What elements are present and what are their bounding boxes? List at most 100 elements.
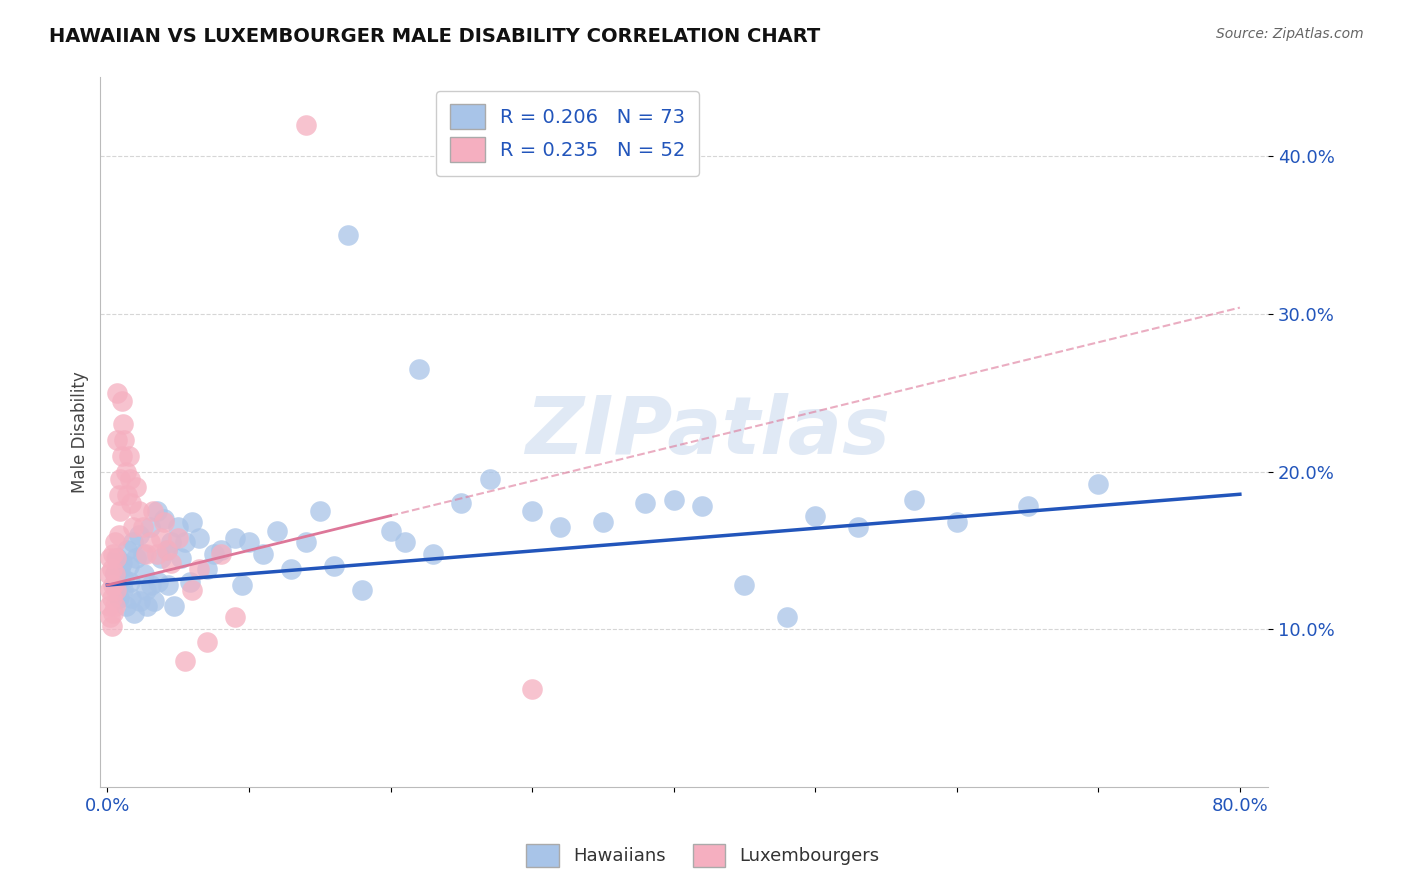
Point xyxy=(634,496,657,510)
Point xyxy=(104,582,127,597)
Point xyxy=(846,519,869,533)
Point xyxy=(143,594,166,608)
Legend: Hawaiians, Luxembourgers: Hawaiians, Luxembourgers xyxy=(519,837,887,874)
Point xyxy=(592,515,614,529)
Point xyxy=(125,551,148,566)
Point xyxy=(98,609,121,624)
Point xyxy=(337,228,360,243)
Point xyxy=(146,504,169,518)
Point xyxy=(128,504,150,518)
Point xyxy=(124,607,146,621)
Point xyxy=(662,492,685,507)
Point xyxy=(111,417,134,432)
Point xyxy=(107,488,129,502)
Point xyxy=(394,535,416,549)
Point xyxy=(117,488,139,502)
Point xyxy=(120,574,142,589)
Point xyxy=(202,547,225,561)
Point xyxy=(294,118,316,132)
Point xyxy=(181,515,204,529)
Point xyxy=(308,504,330,518)
Point xyxy=(128,527,150,541)
Point xyxy=(352,582,374,597)
Text: ZIPatlas: ZIPatlas xyxy=(524,393,890,471)
Point xyxy=(135,582,157,597)
Point xyxy=(478,472,501,486)
Point xyxy=(188,562,211,576)
Point xyxy=(231,578,253,592)
Point xyxy=(804,508,827,523)
Point xyxy=(108,472,131,486)
Point xyxy=(98,551,121,566)
Point xyxy=(121,591,143,605)
Point xyxy=(690,500,713,514)
Point xyxy=(101,607,124,621)
Point xyxy=(209,547,232,561)
Point xyxy=(103,535,125,549)
Point xyxy=(280,562,302,576)
Point xyxy=(167,531,190,545)
Y-axis label: Male Disability: Male Disability xyxy=(72,371,89,493)
Point xyxy=(107,527,129,541)
Point xyxy=(146,547,169,561)
Point xyxy=(103,567,125,582)
Point xyxy=(104,551,127,566)
Point xyxy=(110,556,132,570)
Point xyxy=(1017,500,1039,514)
Point xyxy=(224,609,246,624)
Point xyxy=(224,531,246,545)
Point xyxy=(195,562,218,576)
Point xyxy=(100,562,122,576)
Point xyxy=(135,547,157,561)
Point xyxy=(134,567,156,582)
Point xyxy=(110,393,132,408)
Point xyxy=(156,543,179,558)
Legend: R = 0.206   N = 73, R = 0.235   N = 52: R = 0.206 N = 73, R = 0.235 N = 52 xyxy=(436,91,699,176)
Point xyxy=(170,551,193,566)
Point xyxy=(156,543,179,558)
Point xyxy=(550,519,572,533)
Point xyxy=(1087,477,1109,491)
Point xyxy=(101,547,124,561)
Point xyxy=(195,635,218,649)
Point xyxy=(107,591,129,605)
Point xyxy=(322,559,344,574)
Point xyxy=(209,543,232,558)
Point xyxy=(122,519,145,533)
Point xyxy=(132,519,155,533)
Point xyxy=(103,567,125,582)
Point xyxy=(112,433,135,447)
Point xyxy=(108,562,131,576)
Point xyxy=(252,547,274,561)
Point xyxy=(132,547,155,561)
Point xyxy=(101,578,124,592)
Point xyxy=(150,531,173,545)
Point xyxy=(903,492,925,507)
Point xyxy=(105,551,128,566)
Point xyxy=(380,524,402,539)
Point xyxy=(733,578,755,592)
Point xyxy=(110,449,132,463)
Point xyxy=(179,574,201,589)
Point xyxy=(153,515,176,529)
Point xyxy=(122,535,145,549)
Point xyxy=(98,582,121,597)
Point xyxy=(294,535,316,549)
Point xyxy=(104,578,127,592)
Point xyxy=(97,599,120,613)
Point xyxy=(97,567,120,582)
Point xyxy=(422,547,444,561)
Text: HAWAIIAN VS LUXEMBOURGER MALE DISABILITY CORRELATION CHART: HAWAIIAN VS LUXEMBOURGER MALE DISABILITY… xyxy=(49,27,821,45)
Point xyxy=(118,559,141,574)
Point xyxy=(100,619,122,633)
Point xyxy=(139,535,162,549)
Point xyxy=(117,543,139,558)
Point xyxy=(174,654,197,668)
Point xyxy=(118,449,141,463)
Point xyxy=(945,515,967,529)
Point xyxy=(520,504,543,518)
Point xyxy=(112,572,135,586)
Point xyxy=(266,524,288,539)
Point xyxy=(100,591,122,605)
Point xyxy=(136,599,159,613)
